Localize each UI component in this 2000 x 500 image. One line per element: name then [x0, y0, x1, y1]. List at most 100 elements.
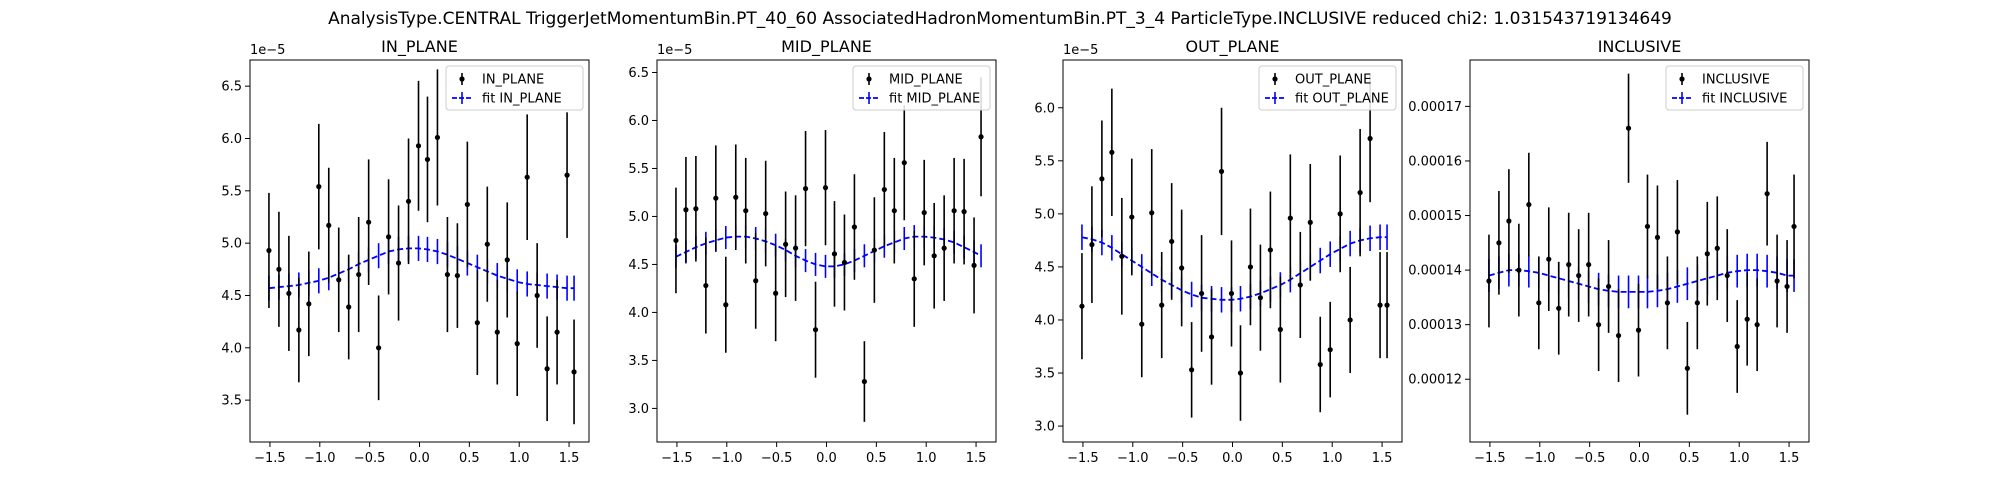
data-point	[1764, 191, 1770, 197]
data-point	[951, 208, 957, 214]
data-point	[276, 266, 282, 272]
subplot-mid-plane: MID_PLANE 1e−5 −1.5 −1.0 −0.5 0.0 0.5 1.0 1.5 3.0…	[628, 37, 997, 466]
x-tick-label: 1.5	[1779, 451, 1800, 466]
data-point	[1317, 361, 1323, 368]
data-point	[544, 366, 550, 372]
x-tick-label: 1.5	[1372, 451, 1393, 466]
x-tick-label: −1.5	[254, 451, 286, 466]
data-point	[921, 210, 927, 216]
data-point	[891, 208, 897, 214]
data-point	[534, 292, 540, 299]
y-tick-label: 5.5	[628, 162, 649, 177]
y-tick-label: 4.5	[221, 289, 242, 304]
x-tick-label: 1.0	[509, 451, 530, 466]
data-point	[1526, 202, 1532, 208]
data-point	[723, 302, 729, 308]
y-tick-label: 3.0	[1034, 420, 1055, 435]
x-tick-label: −0.5	[1574, 451, 1606, 466]
legend-data-dot	[866, 76, 872, 82]
data-point	[1654, 234, 1661, 240]
x-tick-label: 0.0	[1629, 451, 1650, 466]
y-tick-label: 4.5	[628, 258, 649, 273]
data-point	[931, 253, 937, 259]
y-tick-label: 0.00012	[1408, 373, 1462, 388]
data-point	[971, 262, 977, 268]
data-point	[494, 329, 500, 335]
data-point	[326, 222, 332, 228]
x-tick-label: 0.0	[816, 451, 837, 466]
data-point	[753, 278, 759, 284]
data-point	[1247, 264, 1254, 270]
y-tick-label: 6.5	[628, 66, 649, 81]
x-tick-label: −1.0	[1117, 451, 1149, 466]
data-point	[1536, 300, 1542, 306]
x-tick-label: −1.5	[661, 451, 693, 466]
y-tick-label: 3.5	[628, 354, 649, 369]
legend-label: OUT_PLANE	[1295, 73, 1371, 88]
data-point	[1198, 290, 1205, 297]
data-point	[1337, 211, 1343, 217]
x-tick-label: −1.0	[711, 451, 743, 466]
data-point	[1516, 267, 1522, 273]
y-tick-label: 5.0	[221, 237, 242, 252]
legend-label: IN_PLANE	[482, 73, 544, 88]
data-point	[434, 134, 441, 141]
data-point	[1159, 302, 1165, 308]
subplot-title: MID_PLANE	[781, 37, 872, 57]
data-point	[454, 272, 460, 279]
data-point	[1267, 247, 1273, 253]
subplot-inclusive: INCLUSIVE −1.5 −1.0 −0.5 0.0 0.5 1.0 1.5 0.00012…	[1408, 37, 1810, 466]
y-tick-label: 6.5	[221, 80, 242, 95]
y-tick-label: 6.0	[221, 132, 242, 147]
legend-frame	[445, 65, 584, 111]
data-point	[1496, 240, 1502, 246]
data-point	[1644, 223, 1651, 230]
legend-label: fit INCLUSIVE	[1702, 92, 1787, 107]
fit-line	[1488, 269, 1794, 293]
data-point	[316, 184, 322, 190]
x-tick-label: 0.5	[1679, 451, 1700, 466]
data-point	[763, 210, 769, 217]
x-tick-label: −1.5	[1474, 451, 1506, 466]
y-tick-label: 0.00015	[1408, 209, 1462, 224]
y-tick-label: 0.00016	[1408, 154, 1462, 169]
legend-label: INCLUSIVE	[1702, 73, 1770, 88]
legend-label: fit MID_PLANE	[889, 92, 980, 107]
data-point	[1556, 305, 1562, 311]
data-point	[1189, 367, 1195, 373]
data-point	[266, 247, 272, 254]
data-point	[1754, 322, 1760, 328]
y-tick-label: 6.0	[628, 114, 649, 129]
x-tick-label: −1.0	[1524, 451, 1556, 466]
data-point	[366, 219, 372, 225]
subplot-title: OUT_PLANE	[1185, 37, 1279, 57]
y-tick-label: 4.0	[221, 341, 242, 356]
data-point	[822, 185, 829, 191]
data-point	[1307, 219, 1313, 225]
legend-frame	[1258, 65, 1397, 111]
data-point	[1784, 283, 1790, 290]
data-point	[1635, 327, 1642, 333]
data-point	[773, 290, 779, 296]
x-tick-label: −0.5	[1167, 451, 1199, 466]
y-offset-label: 1e−5	[250, 43, 285, 58]
data-point	[713, 195, 719, 201]
data-point	[1674, 229, 1680, 235]
data-point	[703, 282, 709, 289]
legend-label: MID_PLANE	[889, 73, 963, 88]
x-tick-label: 0.5	[1272, 451, 1293, 466]
data-point	[1576, 272, 1582, 279]
subplot-title: INCLUSIVE	[1598, 37, 1682, 56]
y-offset-label: 1e−5	[1063, 43, 1098, 58]
data-point	[901, 160, 907, 166]
plot-area	[1486, 73, 1797, 415]
y-tick-label: 0.00017	[1408, 100, 1462, 115]
data-point	[783, 241, 789, 247]
data-point	[1277, 326, 1283, 333]
x-tick-label: −0.5	[354, 451, 386, 466]
data-point	[1347, 317, 1353, 323]
data-point	[1357, 190, 1363, 196]
data-point	[673, 237, 679, 244]
subplot-out-plane: OUT_PLANE 1e−5 −1.5 −1.0 −0.5 0.0 0.5 1.0 1.5 3.0…	[1034, 37, 1403, 466]
